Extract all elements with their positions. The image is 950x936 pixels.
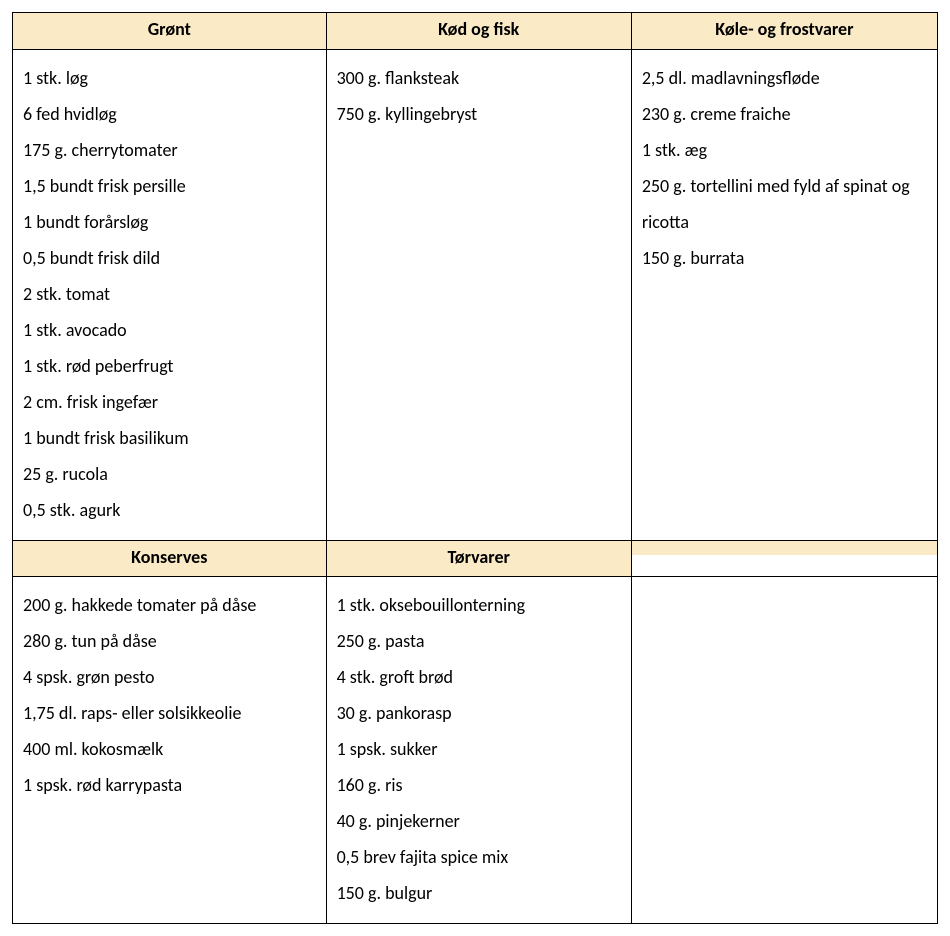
list-item: 1 stk. løg xyxy=(23,60,316,96)
list-item: 200 g. hakkede tomater på dåse xyxy=(23,587,316,623)
list-item: 6 fed hvidløg xyxy=(23,96,316,132)
header-konserves: Konserves xyxy=(13,540,327,577)
list-item: 1 spsk. rød karrypasta xyxy=(23,767,316,803)
list-item: 1 bundt frisk basilikum xyxy=(23,420,316,456)
shopping-list-table: Grønt Kød og fisk Køle- og frostvarer 1 … xyxy=(12,12,938,924)
cell-koele-og-frostvarer: 2,5 dl. madlavningsfløde230 g. creme fra… xyxy=(631,49,937,540)
list-item: 1 stk. rød peberfrugt xyxy=(23,348,316,384)
list-item: 175 g. cherrytomater xyxy=(23,132,316,168)
cell-groent: 1 stk. løg6 fed hvidløg175 g. cherrytoma… xyxy=(13,49,327,540)
header-label: Konserves xyxy=(13,541,326,577)
header-row-2: Konserves Tørvarer xyxy=(13,540,938,577)
list-item: 4 spsk. grøn pesto xyxy=(23,659,316,695)
list-item: 1 stk. avocado xyxy=(23,312,316,348)
items-container: 200 g. hakkede tomater på dåse280 g. tun… xyxy=(13,577,326,815)
list-item: 25 g. rucola xyxy=(23,456,316,492)
cell-toervarer: 1 stk. oksebouillonterning250 g. pasta4 … xyxy=(326,577,631,924)
list-item: 1 stk. æg xyxy=(642,132,927,168)
header-label: Grønt xyxy=(13,13,326,49)
list-item: 40 g. pinjekerner xyxy=(337,803,621,839)
list-item: 30 g. pankorasp xyxy=(337,695,621,731)
header-label: Kød og fisk xyxy=(327,13,631,49)
items-container: 2,5 dl. madlavningsfløde230 g. creme fra… xyxy=(632,50,937,288)
list-item: 0,5 brev fajita spice mix xyxy=(337,839,621,875)
header-koele-og-frostvarer: Køle- og frostvarer xyxy=(631,13,937,50)
header-label: Køle- og frostvarer xyxy=(632,13,937,49)
items-container: 1 stk. oksebouillonterning250 g. pasta4 … xyxy=(327,577,631,923)
list-item: 1,75 dl. raps- eller solsikkeolie xyxy=(23,695,316,731)
list-item: 160 g. ris xyxy=(337,767,621,803)
items-container xyxy=(632,577,937,599)
header-label xyxy=(632,541,937,555)
items-container: 1 stk. løg6 fed hvidløg175 g. cherrytoma… xyxy=(13,50,326,540)
list-item: 2,5 dl. madlavningsfløde xyxy=(642,60,927,96)
list-item: 2 cm. frisk ingefær xyxy=(23,384,316,420)
list-item: 230 g. creme fraiche xyxy=(642,96,927,132)
list-item: 1 bundt forårsløg xyxy=(23,204,316,240)
list-item: 750 g. kyllingebryst xyxy=(337,96,621,132)
list-item: 0,5 bundt frisk dild xyxy=(23,240,316,276)
header-empty xyxy=(631,540,937,577)
list-item: 250 g. tortellini med fyld af spinat og … xyxy=(642,168,927,240)
list-item: 150 g. burrata xyxy=(642,240,927,276)
list-item: 1 stk. oksebouillonterning xyxy=(337,587,621,623)
items-container: 300 g. flanksteak750 g. kyllingebryst xyxy=(327,50,631,144)
body-row-1: 1 stk. løg6 fed hvidløg175 g. cherrytoma… xyxy=(13,49,938,540)
cell-konserves: 200 g. hakkede tomater på dåse280 g. tun… xyxy=(13,577,327,924)
header-toervarer: Tørvarer xyxy=(326,540,631,577)
list-item: 280 g. tun på dåse xyxy=(23,623,316,659)
header-groent: Grønt xyxy=(13,13,327,50)
list-item: 300 g. flanksteak xyxy=(337,60,621,96)
list-item: 0,5 stk. agurk xyxy=(23,492,316,528)
list-item: 150 g. bulgur xyxy=(337,875,621,911)
list-item: 4 stk. groft brød xyxy=(337,659,621,695)
body-row-2: 200 g. hakkede tomater på dåse280 g. tun… xyxy=(13,577,938,924)
cell-koed-og-fisk: 300 g. flanksteak750 g. kyllingebryst xyxy=(326,49,631,540)
header-koed-og-fisk: Kød og fisk xyxy=(326,13,631,50)
list-item: 250 g. pasta xyxy=(337,623,621,659)
list-item: 400 ml. kokosmælk xyxy=(23,731,316,767)
cell-empty xyxy=(631,577,937,924)
list-item: 1,5 bundt frisk persille xyxy=(23,168,316,204)
header-row-1: Grønt Kød og fisk Køle- og frostvarer xyxy=(13,13,938,50)
list-item: 2 stk. tomat xyxy=(23,276,316,312)
list-item: 1 spsk. sukker xyxy=(337,731,621,767)
header-label: Tørvarer xyxy=(327,541,631,577)
